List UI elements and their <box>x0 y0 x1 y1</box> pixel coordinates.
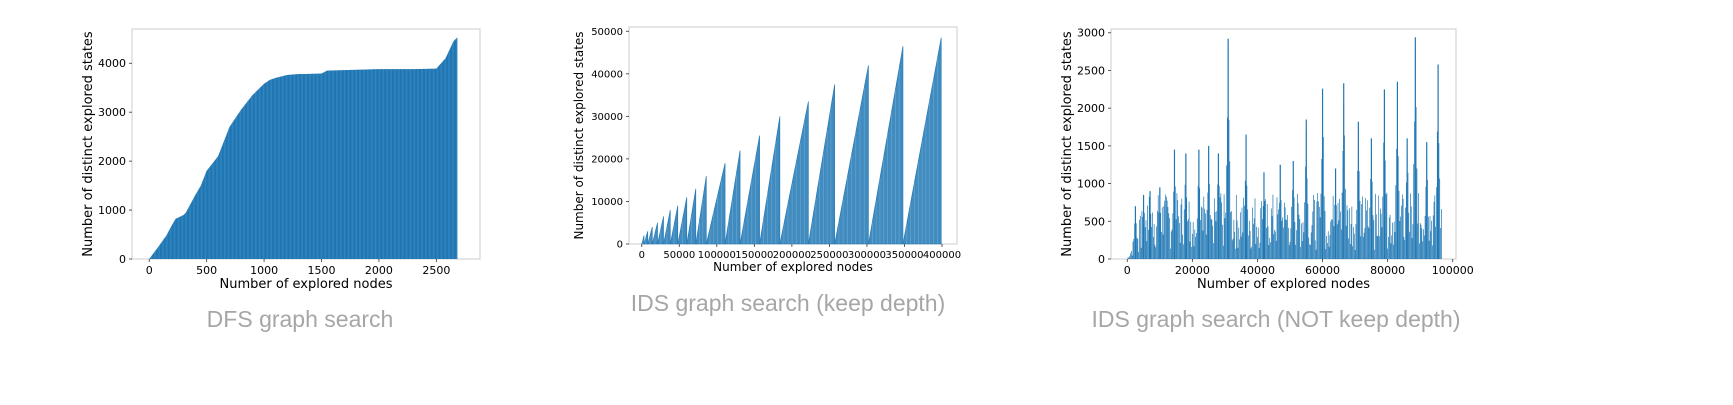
iteration-bar <box>647 226 653 245</box>
iteration-bar <box>657 216 664 245</box>
x-tick-label: 40000 <box>1240 264 1275 277</box>
iteration-bar <box>695 175 707 245</box>
y-axis-label: Number of distinct explored states <box>1060 31 1075 257</box>
x-tick-label: 60000 <box>1305 264 1340 277</box>
x-axis-label: Number of explored nodes <box>220 277 393 292</box>
ids-keep-depth-chart: 0 50000 100000 150000 200000 250000 300000 3500… <box>572 26 961 274</box>
caption-dfs: DFS graph search <box>206 306 394 332</box>
x-tick-label: 400000 <box>923 250 961 261</box>
x-axis-label: Number of explored nodes <box>1197 277 1370 292</box>
iteration-bar <box>643 231 649 245</box>
y-tick-label: 0 <box>617 240 623 251</box>
bars <box>641 37 942 245</box>
chart-panel-dfs: 0 500 1000 1500 2000 2500 0 1000 2000 3000 4000 Num… <box>80 0 520 300</box>
x-tick-label: 250000 <box>810 250 848 261</box>
y-tick-label: 2500 <box>1077 64 1105 77</box>
x-tick-label: 500 <box>196 264 217 277</box>
chart-panel-ids-not-keep-depth: 0 20000 40000 60000 80000 100000 0 500 1000 1500 2… <box>1060 0 1480 300</box>
iteration-bar <box>739 135 760 245</box>
x-tick-label: 2000 <box>365 264 393 277</box>
iteration-bar <box>663 209 671 245</box>
chart-panel-ids-keep-depth: 0 50000 100000 150000 200000 250000 300000 3500… <box>570 0 980 280</box>
iteration-bar <box>677 197 688 245</box>
iteration-bar <box>641 235 645 245</box>
y-tick-label: 3000 <box>98 106 126 119</box>
iteration-bar <box>759 116 781 245</box>
caption-ids-keep-depth: IDS graph search (keep depth) <box>630 290 946 316</box>
iteration-bar <box>808 84 835 245</box>
y-tick-label: 4000 <box>98 57 126 70</box>
iteration-bar <box>705 163 726 245</box>
bars <box>1127 37 1442 259</box>
x-tick-label: 80000 <box>1370 264 1405 277</box>
caption-ids-not-keep-depth: IDS graph search (NOT keep depth) <box>1091 306 1461 332</box>
x-tick-label: 100000 <box>1432 264 1474 277</box>
y-axis-label: Number of distinct explored states <box>81 31 96 257</box>
y-tick-label: 10000 <box>591 197 623 208</box>
iteration-bar <box>724 150 741 245</box>
iteration-bar <box>834 65 869 245</box>
dfs-chart: 0 500 1000 1500 2000 250001000200030004000Num… <box>81 28 481 292</box>
x-tick-label: 0 <box>1124 264 1131 277</box>
x-tick-label: 350000 <box>885 250 923 261</box>
plot-frame <box>1110 28 1457 260</box>
iteration-bar <box>651 222 658 245</box>
x-axis-label: Number of explored nodes <box>713 260 873 274</box>
y-tick-label: 50000 <box>591 27 623 38</box>
y-tick-label: 3000 <box>1077 27 1105 40</box>
bars <box>149 37 458 259</box>
x-tick-label: 150000 <box>735 250 773 261</box>
x-tick-label: 300000 <box>848 250 886 261</box>
x-tick-label: 1500 <box>308 264 336 277</box>
y-tick-label: 1000 <box>1077 178 1105 191</box>
x-tick-label: 2500 <box>422 264 450 277</box>
y-tick-label: 500 <box>1084 215 1105 228</box>
y-tick-label: 0 <box>1098 253 1105 266</box>
y-tick-label: 0 <box>119 253 126 266</box>
x-tick-label: 0 <box>639 250 645 261</box>
y-tick-label: 1000 <box>98 204 126 217</box>
x-tick-label: 20000 <box>1175 264 1210 277</box>
iteration-bar <box>902 37 942 245</box>
y-tick-label: 2000 <box>1077 102 1105 115</box>
y-tick-label: 30000 <box>591 112 623 123</box>
x-tick-label: 0 <box>146 264 153 277</box>
iteration-bar <box>669 205 679 245</box>
iteration-bar <box>686 188 697 245</box>
iteration-bar <box>868 46 904 245</box>
y-tick-label: 1500 <box>1077 140 1105 153</box>
y-tick-label: 2000 <box>98 155 126 168</box>
y-axis-label: Number of distinct explored states <box>572 31 586 239</box>
x-tick-label: 50000 <box>663 250 695 261</box>
iteration-bar <box>779 101 809 245</box>
x-tick-label: 1000 <box>250 264 278 277</box>
x-tick-label: 100000 <box>698 250 736 261</box>
y-tick-label: 40000 <box>591 69 623 80</box>
ids-not-keep-depth-chart: 0 20000 40000 60000 80000 100000 0 500 1000 1500 2… <box>1060 27 1474 292</box>
y-tick-label: 20000 <box>591 155 623 166</box>
x-tick-label: 200000 <box>773 250 811 261</box>
